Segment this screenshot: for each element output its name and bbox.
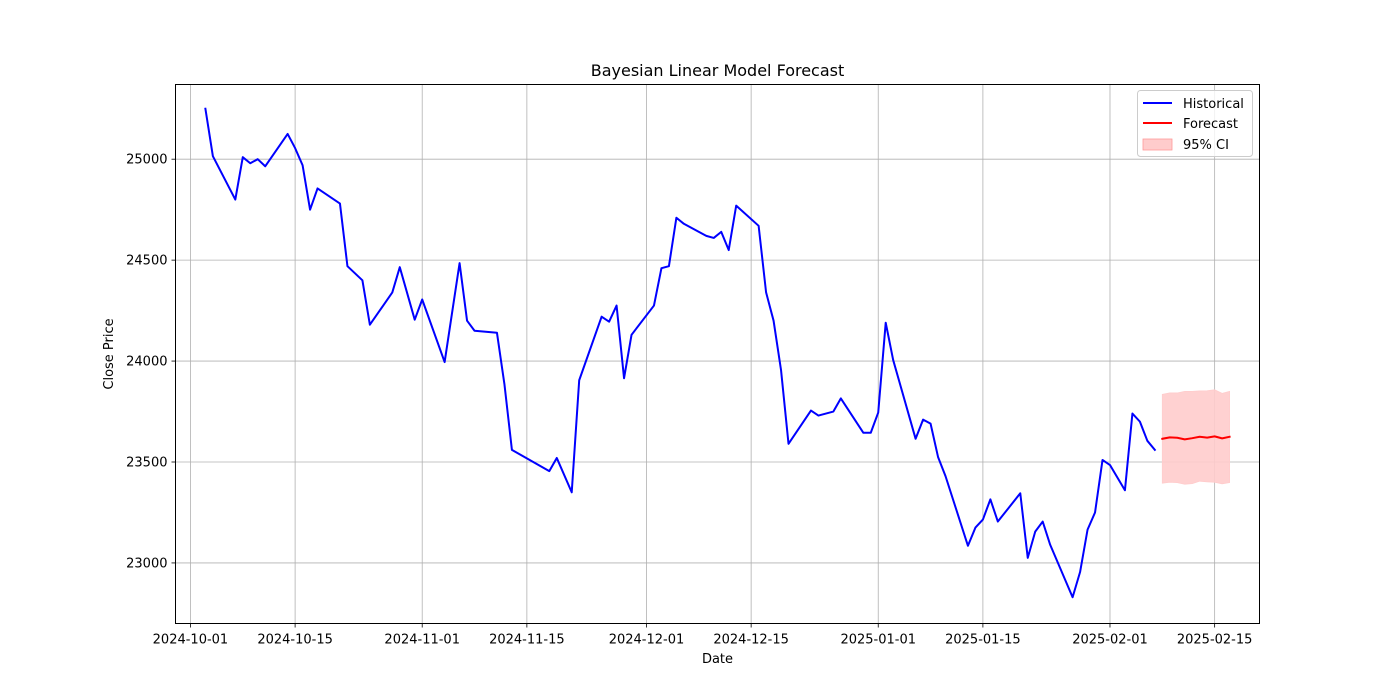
x-tick-label: 2024-12-15 bbox=[713, 633, 789, 648]
plot-area-frame bbox=[175, 84, 1260, 624]
x-axis-label: Date bbox=[702, 652, 733, 667]
x-axis-ticks: 2024-10-01 2024-10-15 2024-11-01 2024-11-15… bbox=[153, 623, 1253, 648]
forecast-series-line bbox=[1161, 435, 1231, 441]
y-axis-label: Close Price bbox=[102, 318, 117, 389]
legend: Historical Forecast 95% CI bbox=[1137, 90, 1253, 157]
grid bbox=[175, 84, 1260, 624]
x-tick-label: 2025-02-15 bbox=[1177, 633, 1253, 648]
x-tick-label: 2025-01-01 bbox=[840, 633, 916, 648]
y-axis-ticks: 23000 23500 24000 24500 25000 bbox=[126, 153, 176, 571]
y-tick-label: 23000 bbox=[126, 556, 167, 571]
legend-historical-label: Historical bbox=[1183, 97, 1244, 112]
legend-ci-label: 95% CI bbox=[1183, 138, 1229, 153]
x-tick-label: 2025-02-01 bbox=[1072, 633, 1148, 648]
legend-ci-swatch bbox=[1142, 138, 1173, 151]
historical-series-line bbox=[204, 107, 1157, 599]
chart-title: Bayesian Linear Model Forecast bbox=[591, 61, 845, 80]
x-tick-label: 2024-10-01 bbox=[153, 633, 229, 648]
y-tick-label: 24500 bbox=[126, 254, 167, 269]
x-tick-label: 2024-10-15 bbox=[257, 633, 333, 648]
legend-forecast-label: Forecast bbox=[1183, 117, 1238, 132]
y-tick-label: 24000 bbox=[126, 355, 167, 370]
y-tick-label: 25000 bbox=[126, 153, 167, 168]
x-tick-label: 2024-12-01 bbox=[609, 633, 685, 648]
x-tick-label: 2024-11-15 bbox=[489, 633, 565, 648]
series-layer bbox=[204, 107, 1231, 599]
y-tick-label: 23500 bbox=[126, 456, 167, 471]
x-tick-label: 2024-11-01 bbox=[384, 633, 460, 648]
x-tick-label: 2025-01-15 bbox=[945, 633, 1021, 648]
